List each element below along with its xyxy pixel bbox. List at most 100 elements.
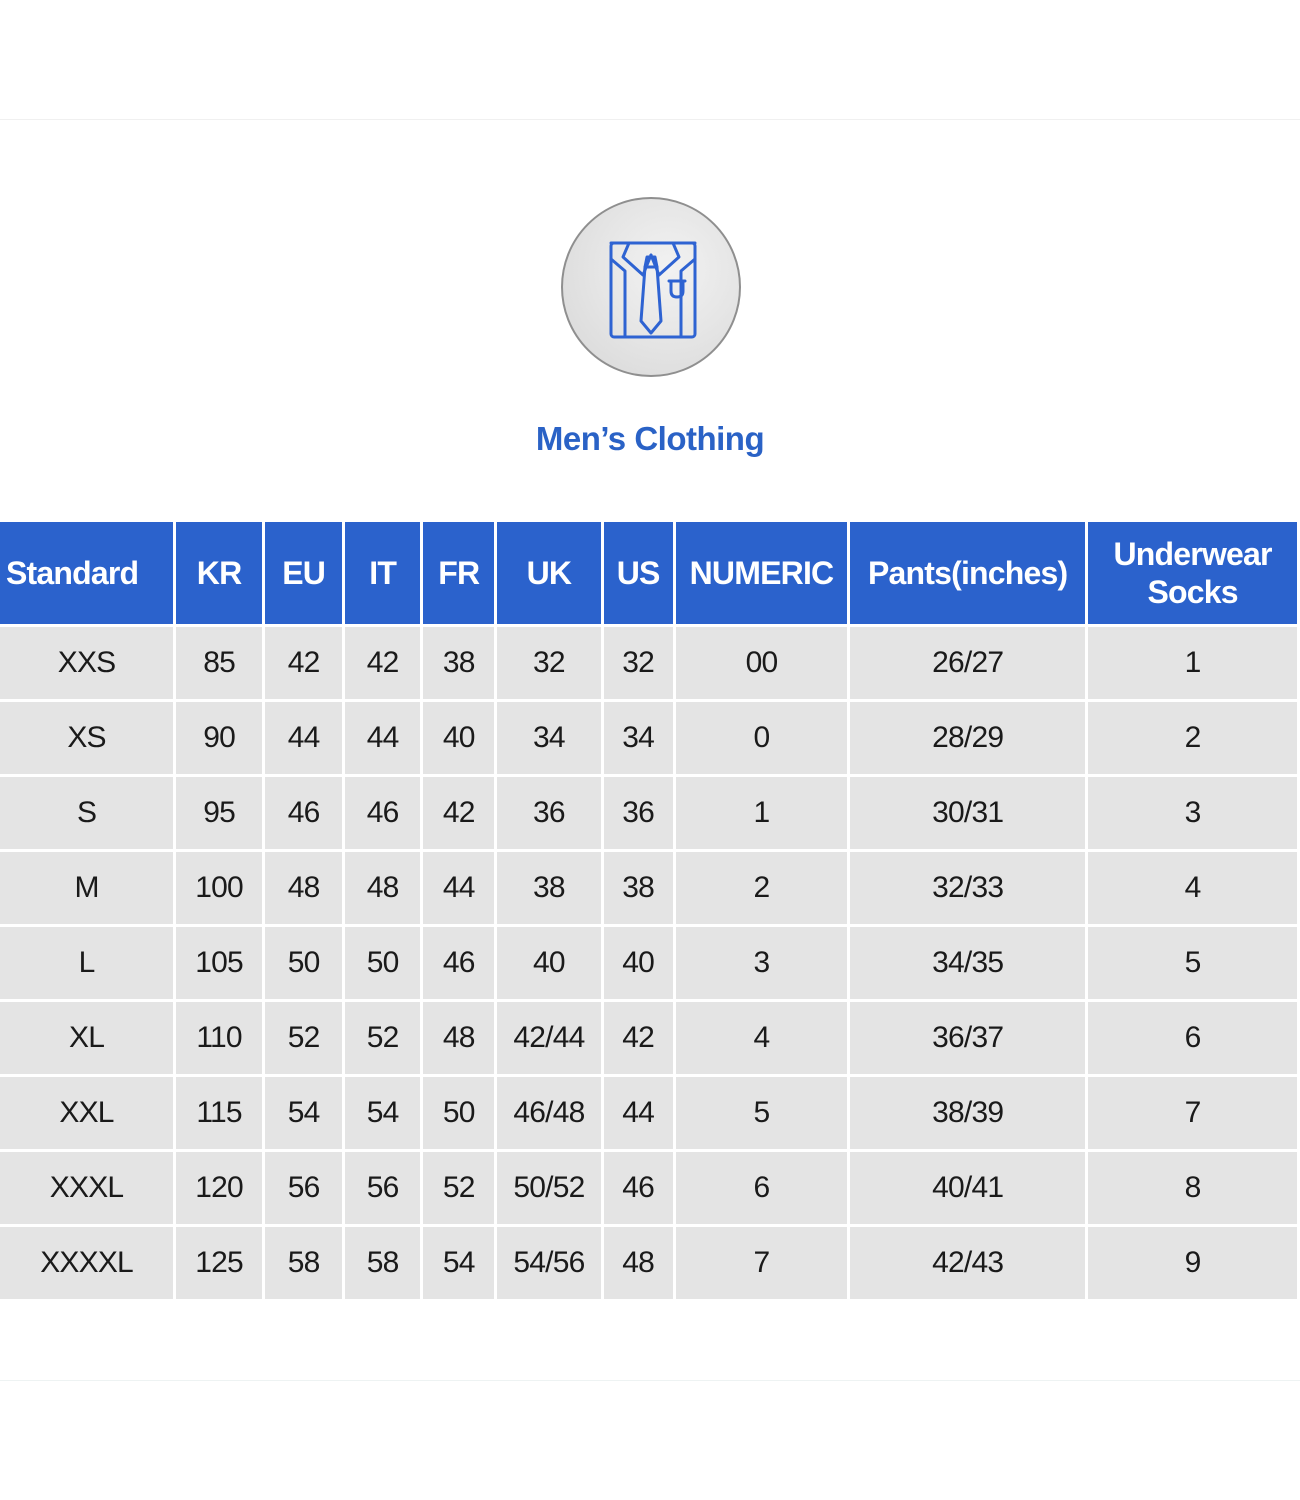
cell-eu: 44	[265, 702, 343, 774]
cell-pants: 36/37	[850, 1002, 1086, 1074]
cell-standard: XL	[0, 1002, 174, 1074]
cell-fr: 44	[423, 852, 495, 924]
cell-pants: 42/43	[850, 1227, 1086, 1299]
cell-eu: 56	[265, 1152, 343, 1224]
header-pants: Pants(inches)	[850, 522, 1086, 624]
cell-it: 46	[345, 777, 421, 849]
cell-it: 58	[345, 1227, 421, 1299]
cell-kr: 95	[176, 777, 263, 849]
cell-pants: 40/41	[850, 1152, 1086, 1224]
table-row: M 100 48 48 44 38 38 2 32/33 4	[0, 852, 1297, 924]
cell-numeric: 3	[675, 927, 848, 999]
table-row: XXXXL 125 58 58 54 54/56 48 7 42/43 9	[0, 1227, 1297, 1299]
cell-fr: 48	[423, 1002, 495, 1074]
cell-eu: 46	[265, 777, 343, 849]
cell-eu: 58	[265, 1227, 343, 1299]
cell-pants: 34/35	[850, 927, 1086, 999]
cell-underwear-socks: 8	[1088, 1152, 1297, 1224]
cell-kr: 85	[176, 627, 263, 699]
cell-kr: 110	[176, 1002, 263, 1074]
cell-it: 44	[345, 702, 421, 774]
cell-numeric: 7	[675, 1227, 848, 1299]
cell-fr: 50	[423, 1077, 495, 1149]
cell-standard: XXXL	[0, 1152, 174, 1224]
cell-fr: 42	[423, 777, 495, 849]
cell-uk: 34	[497, 702, 601, 774]
table-row: XXXL 120 56 56 52 50/52 46 6 40/41 8	[0, 1152, 1297, 1224]
header-uk: UK	[497, 522, 601, 624]
cell-numeric: 6	[675, 1152, 848, 1224]
cell-it: 50	[345, 927, 421, 999]
header-eu: EU	[265, 522, 343, 624]
top-divider	[0, 119, 1300, 120]
table-row: XL 110 52 52 48 42/44 42 4 36/37 6	[0, 1002, 1297, 1074]
cell-us: 48	[603, 1227, 673, 1299]
cell-numeric: 00	[675, 627, 848, 699]
cell-fr: 52	[423, 1152, 495, 1224]
cell-kr: 105	[176, 927, 263, 999]
table-body: XXS 85 42 42 38 32 32 00 26/27 1 XS 90 44 44 40 34 34 0 28…	[0, 627, 1297, 1299]
cell-numeric: 5	[675, 1077, 848, 1149]
cell-underwear-socks: 7	[1088, 1077, 1297, 1149]
cell-eu: 54	[265, 1077, 343, 1149]
cell-fr: 46	[423, 927, 495, 999]
cell-uk: 54/56	[497, 1227, 601, 1299]
cell-fr: 38	[423, 627, 495, 699]
header-numeric: NUMERIC	[675, 522, 848, 624]
cell-it: 48	[345, 852, 421, 924]
cell-standard: L	[0, 927, 174, 999]
cell-us: 44	[603, 1077, 673, 1149]
cell-it: 42	[345, 627, 421, 699]
cell-underwear-socks: 4	[1088, 852, 1297, 924]
header-kr: KR	[176, 522, 263, 624]
cell-kr: 125	[176, 1227, 263, 1299]
size-table: Standard KR EU IT FR UK US NUMERIC Pants…	[0, 522, 1300, 1302]
bottom-divider	[0, 1380, 1300, 1381]
cell-kr: 115	[176, 1077, 263, 1149]
cell-it: 56	[345, 1152, 421, 1224]
section-title: Men’s Clothing	[535, 420, 765, 457]
table-row: XXS 85 42 42 38 32 32 00 26/27 1	[0, 627, 1297, 699]
cell-fr: 54	[423, 1227, 495, 1299]
cell-pants: 30/31	[850, 777, 1086, 849]
cell-us: 36	[603, 777, 673, 849]
cell-uk: 50/52	[497, 1152, 601, 1224]
cell-kr: 120	[176, 1152, 263, 1224]
cell-uk: 38	[497, 852, 601, 924]
cell-fr: 40	[423, 702, 495, 774]
cell-eu: 42	[265, 627, 343, 699]
cell-underwear-socks: 6	[1088, 1002, 1297, 1074]
header-it: IT	[345, 522, 421, 624]
cell-pants: 38/39	[850, 1077, 1086, 1149]
cell-uk: 32	[497, 627, 601, 699]
shirt-tie-icon	[561, 197, 741, 377]
cell-underwear-socks: 3	[1088, 777, 1297, 849]
cell-numeric: 0	[675, 702, 848, 774]
cell-us: 32	[603, 627, 673, 699]
cell-underwear-socks: 2	[1088, 702, 1297, 774]
table-row: XXL 115 54 54 50 46/48 44 5 38/39 7	[0, 1077, 1297, 1149]
cell-us: 38	[603, 852, 673, 924]
header-underwear-socks: Underwear Socks	[1088, 522, 1297, 624]
cell-underwear-socks: 9	[1088, 1227, 1297, 1299]
cell-it: 54	[345, 1077, 421, 1149]
cell-uk: 40	[497, 927, 601, 999]
table-row: L 105 50 50 46 40 40 3 34/35 5	[0, 927, 1297, 999]
header-standard: Standard	[0, 522, 174, 624]
cell-standard: XS	[0, 702, 174, 774]
cell-pants: 28/29	[850, 702, 1086, 774]
cell-uk: 46/48	[497, 1077, 601, 1149]
cell-standard: XXXXL	[0, 1227, 174, 1299]
header-socks-label: Socks	[1147, 574, 1238, 610]
cell-underwear-socks: 1	[1088, 627, 1297, 699]
cell-it: 52	[345, 1002, 421, 1074]
cell-kr: 100	[176, 852, 263, 924]
table-header-row: Standard KR EU IT FR UK US NUMERIC Pants…	[0, 522, 1297, 624]
header-us: US	[603, 522, 673, 624]
cell-uk: 36	[497, 777, 601, 849]
cell-kr: 90	[176, 702, 263, 774]
cell-eu: 50	[265, 927, 343, 999]
header-underwear-label: Underwear	[1113, 536, 1273, 572]
cell-numeric: 2	[675, 852, 848, 924]
